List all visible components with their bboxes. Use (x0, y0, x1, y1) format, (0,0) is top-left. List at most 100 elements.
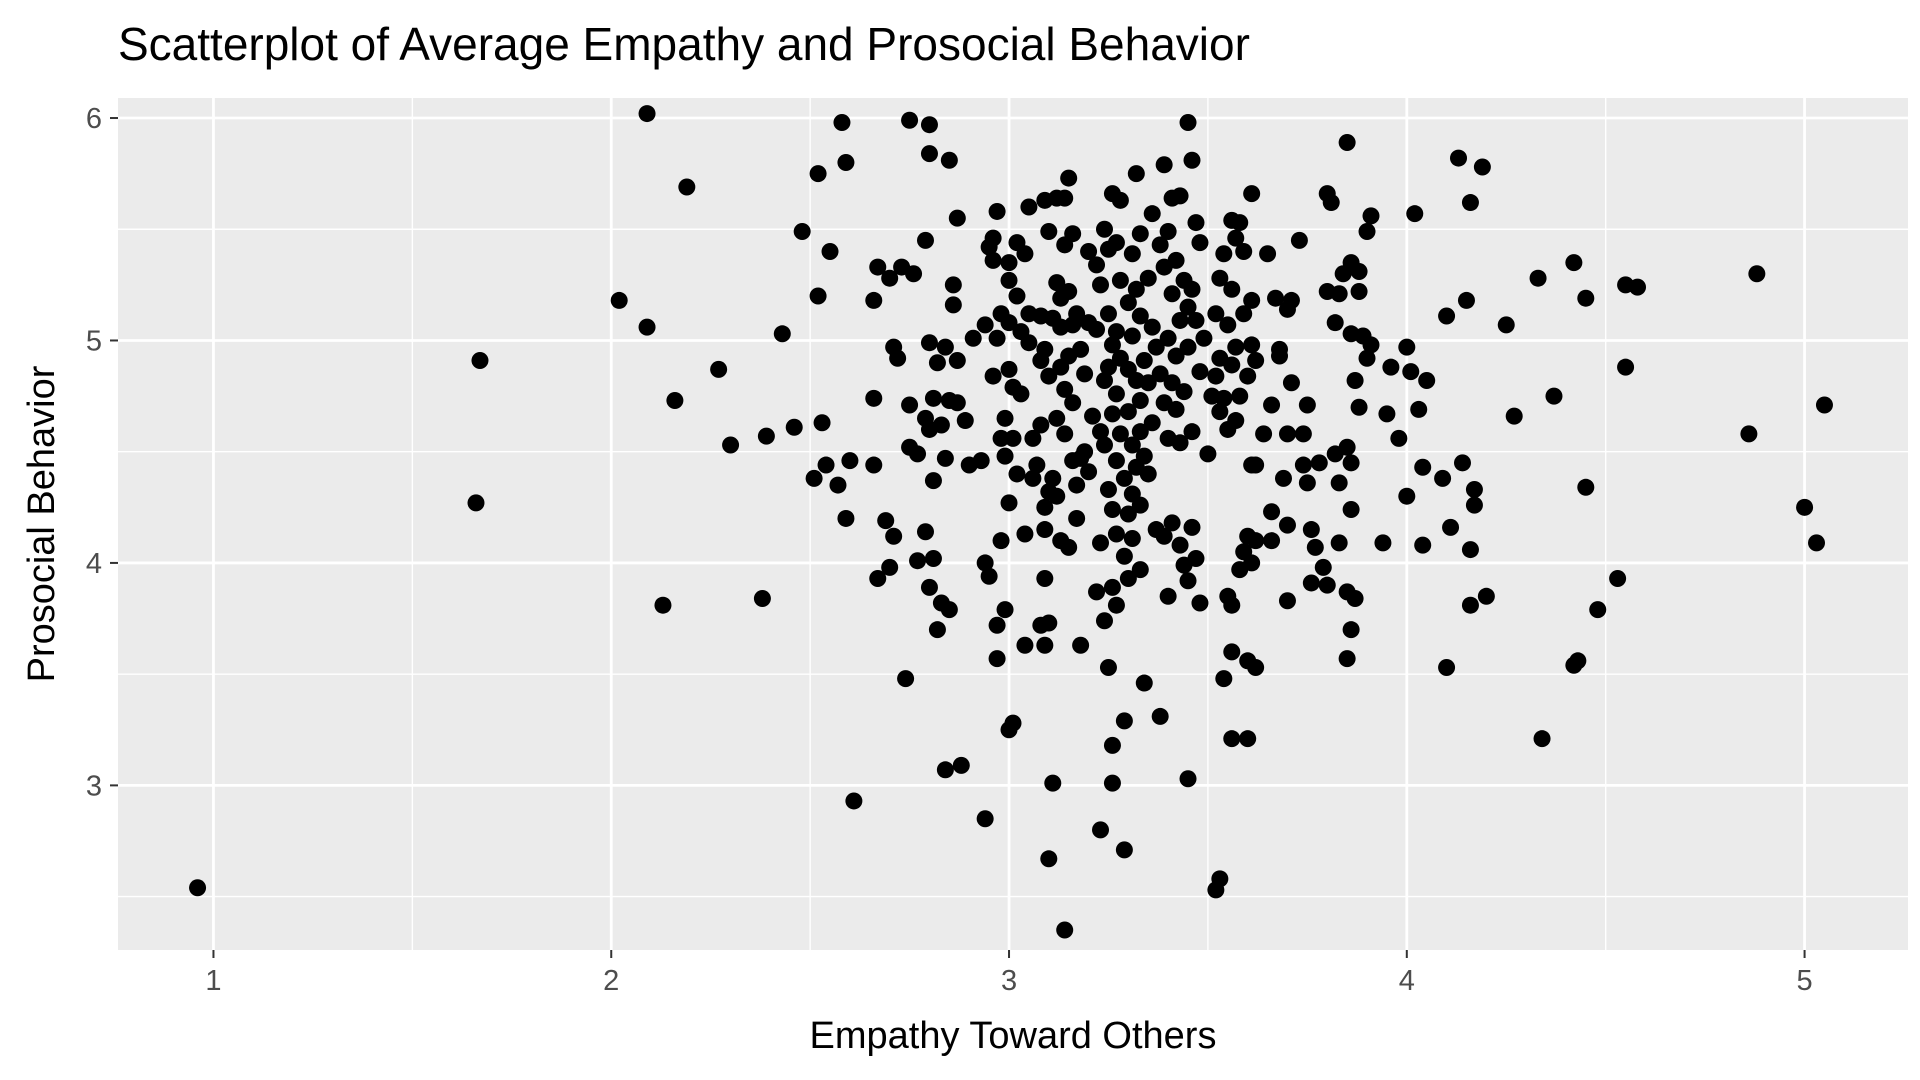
data-point (1072, 636, 1090, 654)
data-point (1298, 474, 1316, 492)
data-point (1374, 534, 1392, 552)
data-point (1231, 387, 1249, 405)
data-point (972, 452, 990, 470)
data-point (1402, 363, 1420, 381)
data-point (1223, 280, 1241, 298)
data-point (1175, 383, 1193, 401)
data-point (1024, 429, 1042, 447)
data-point (1123, 529, 1141, 547)
data-point (1131, 561, 1149, 579)
data-point (1111, 191, 1129, 209)
data-point (1529, 269, 1547, 287)
data-point (1298, 396, 1316, 414)
data-point (1358, 349, 1376, 367)
data-point (1247, 456, 1265, 474)
data-point (1179, 572, 1197, 590)
data-point (924, 549, 942, 567)
data-point (936, 449, 954, 467)
data-point (1617, 358, 1635, 376)
data-point (928, 354, 946, 372)
data-point (1119, 294, 1137, 312)
data-point (1414, 458, 1432, 476)
data-point (976, 554, 994, 572)
data-point (1103, 578, 1121, 596)
data-point (1290, 231, 1308, 249)
data-point (1577, 478, 1595, 496)
data-point (1362, 207, 1380, 225)
data-point (1016, 245, 1034, 263)
data-point (1000, 360, 1018, 378)
data-point (1119, 505, 1137, 523)
data-point (1092, 821, 1110, 839)
data-point (1060, 169, 1078, 187)
data-point (865, 456, 883, 474)
data-point (1748, 265, 1766, 283)
data-point (976, 810, 994, 828)
data-point (1457, 291, 1475, 309)
data-point (1505, 407, 1523, 425)
data-point (897, 670, 915, 688)
data-point (809, 287, 827, 305)
data-point (1004, 714, 1022, 732)
data-point (1131, 392, 1149, 410)
chart-title: Scatterplot of Average Empathy and Proso… (118, 18, 1250, 70)
data-point (1092, 423, 1110, 441)
data-point (1119, 570, 1137, 588)
data-point (1239, 730, 1257, 748)
data-point (952, 756, 970, 774)
data-point (710, 360, 728, 378)
data-point (1024, 469, 1042, 487)
data-point (1358, 222, 1376, 240)
data-point (1243, 291, 1261, 309)
data-point (1263, 532, 1281, 550)
data-point (988, 202, 1006, 220)
data-point (1032, 416, 1050, 434)
data-point (1155, 156, 1173, 174)
data-point (1294, 425, 1312, 443)
data-point (1103, 774, 1121, 792)
data-point (1155, 527, 1173, 545)
y-tick-label: 6 (86, 103, 102, 135)
data-point (1135, 674, 1153, 692)
data-point (1095, 436, 1113, 454)
data-point (1350, 398, 1368, 416)
data-point (1036, 340, 1054, 358)
data-point (1243, 185, 1261, 203)
data-point (1092, 534, 1110, 552)
data-point (1135, 351, 1153, 369)
data-point (1342, 621, 1360, 639)
data-point (1068, 305, 1086, 323)
data-point (1191, 234, 1209, 252)
data-point (996, 409, 1014, 427)
data-point (1151, 707, 1169, 725)
data-point (1119, 403, 1137, 421)
data-point (1107, 525, 1125, 543)
data-point (1008, 465, 1026, 483)
data-point (1231, 214, 1249, 232)
data-point (1322, 194, 1340, 212)
data-point (1107, 452, 1125, 470)
data-point (1115, 712, 1133, 730)
data-point (1179, 338, 1197, 356)
data-point (936, 338, 954, 356)
data-point (1036, 636, 1054, 654)
data-point (1127, 280, 1145, 298)
data-point (1227, 412, 1245, 430)
data-point (1473, 158, 1491, 176)
plot-panel (118, 98, 1908, 950)
data-points (189, 105, 1833, 939)
data-point (1064, 394, 1082, 412)
data-point (1497, 316, 1515, 334)
data-point (471, 351, 489, 369)
data-point (1139, 465, 1157, 483)
data-point (1107, 385, 1125, 403)
data-point (805, 469, 823, 487)
data-point (964, 329, 982, 347)
data-point (1179, 770, 1197, 788)
data-point (1239, 367, 1257, 385)
data-point (1294, 456, 1312, 474)
y-tick-label: 4 (86, 548, 102, 580)
data-point (916, 231, 934, 249)
y-tick-label: 5 (86, 325, 102, 357)
data-point (1183, 151, 1201, 169)
